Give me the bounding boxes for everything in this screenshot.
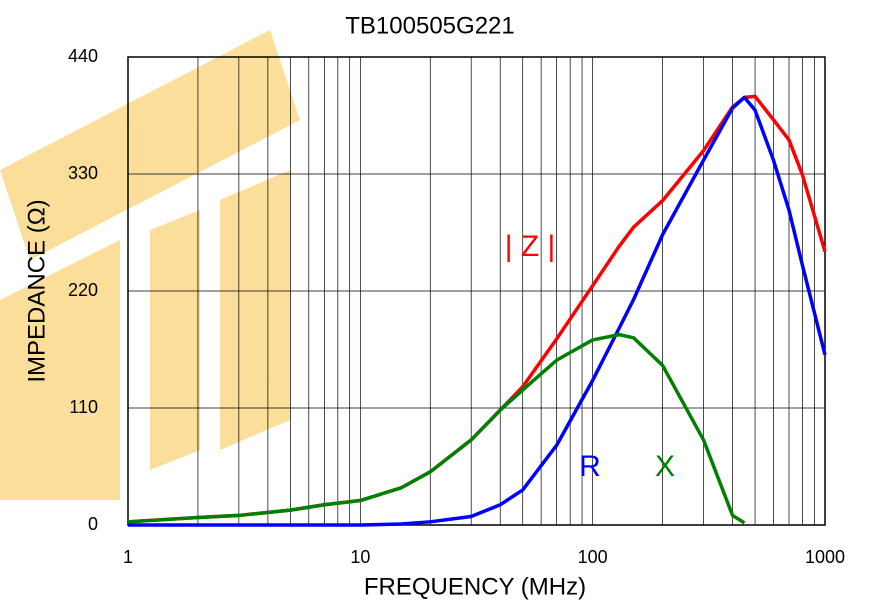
series-label: | Z | (505, 230, 556, 263)
watermark (0, 30, 300, 500)
plot-frame (127, 56, 826, 526)
series-label: X (655, 450, 675, 483)
chart-title: TB100505G221 (345, 12, 514, 39)
y-tick-label: 330 (68, 163, 98, 183)
series-line (128, 95, 827, 527)
watermark-shape (220, 170, 290, 450)
watermark-shape (0, 240, 120, 500)
watermark-shape (0, 30, 300, 260)
x-tick-label: 10 (350, 547, 370, 567)
x-tick-label: 100 (578, 547, 608, 567)
x-tick-label: 1000 (805, 547, 845, 567)
series-line (127, 332, 746, 525)
series-label: R (579, 450, 601, 483)
y-tick-label: 110 (69, 397, 98, 417)
watermark-shape (150, 210, 200, 470)
x-axis-label: FREQUENCY (MHz) (364, 573, 586, 600)
x-tick-label: 1 (123, 547, 133, 567)
y-tick-label: 0 (88, 514, 98, 534)
y-tick-label: 220 (68, 280, 98, 300)
y-axis-label: IMPEDANCE (Ω) (23, 199, 50, 382)
y-tick-label: 440 (68, 46, 98, 66)
